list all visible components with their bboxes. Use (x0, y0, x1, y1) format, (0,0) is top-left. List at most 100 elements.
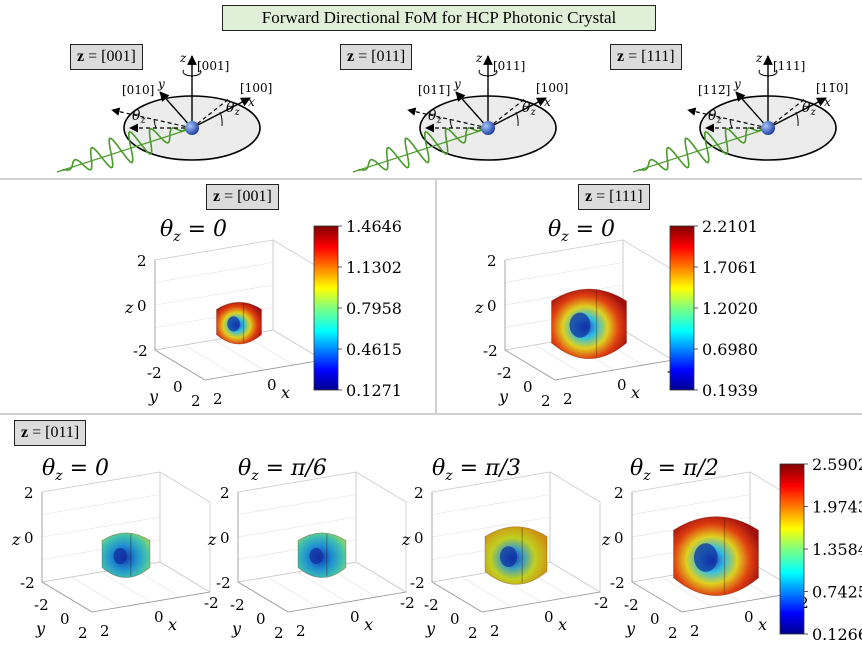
theta-arc-right (515, 111, 519, 127)
y-direction-label: [112̅] (698, 83, 730, 97)
z-axis-letter: z (124, 298, 134, 317)
y-axis-line (504, 349, 556, 381)
plot-3d-1 (153, 239, 325, 381)
plot-3d-5 (430, 471, 602, 613)
z-tick: -2 (20, 574, 35, 592)
wave-axis (56, 128, 191, 173)
grid-line (237, 516, 357, 538)
dashed-direction-right (487, 97, 527, 129)
z-tick: 2 (487, 252, 497, 270)
lobe-core (693, 543, 718, 572)
z-tick: 2 (414, 484, 424, 502)
colorbar-111-tick-label: 2.2101 (702, 217, 758, 236)
dashed-direction-right (767, 97, 807, 129)
y-tick: 2 (668, 624, 678, 642)
colorbar-011 (779, 463, 805, 635)
zbox-diagram-1: z = [001] (70, 44, 143, 70)
y-tick: -2 (624, 596, 639, 614)
wave-axis (632, 128, 767, 173)
z-direction-label: [111] (773, 59, 805, 73)
grid-line (534, 344, 585, 376)
y-axis-line (431, 581, 483, 613)
x-axis-line (204, 359, 324, 381)
z-tick: 0 (487, 297, 497, 315)
z-tick: 2 (614, 484, 624, 502)
y-axis-letter: y (35, 619, 46, 638)
zbox-diagram-2: z = [011] (340, 44, 413, 70)
z-axis-letter: z (474, 298, 484, 317)
x-axis-arrow (487, 97, 547, 129)
y-tick: 2 (541, 392, 551, 410)
grid-line (213, 339, 265, 371)
x-tick: 0 (544, 608, 554, 626)
incident-wave (357, 127, 483, 171)
grid-line (237, 494, 357, 515)
theta-arc-right (795, 111, 799, 127)
divider-bottom (0, 413, 862, 415)
x-tick: 2 (490, 622, 500, 640)
theta-label: θz (802, 100, 816, 118)
y-tick: 2 (78, 624, 88, 642)
y-axis-line (154, 349, 206, 381)
x-direction-label: [100] (240, 81, 272, 95)
rotation-arrow-icon (478, 69, 498, 77)
y-axis-letter: y (733, 77, 741, 91)
crystal-sphere-icon (481, 121, 495, 135)
y-tick: 2 (468, 624, 478, 642)
x-axis-arrow (767, 97, 827, 129)
panel-title-1: θz = 0 (160, 217, 227, 245)
x-tick: 0 (744, 608, 754, 626)
z-tick: 0 (614, 529, 624, 547)
z-tick: -2 (410, 574, 425, 592)
panel-title-6: θz = π/2 (630, 456, 719, 484)
x-axis-line (554, 359, 674, 381)
colorbar-111 (669, 225, 695, 391)
colorbar-111-tick-label: 0.1939 (702, 381, 758, 400)
lobe-core (569, 312, 591, 338)
y-tick: -2 (497, 364, 512, 382)
x-axis-arrow (191, 97, 251, 129)
colorbar-011-tick-label: 2.5902 (812, 455, 862, 474)
y-axis-arrow (159, 91, 193, 129)
x-direction-label: [11̅0] (816, 81, 848, 95)
zbox-panel-111: z = [111] (578, 184, 650, 210)
y-tick: 0 (523, 378, 533, 396)
theta-arc-left (449, 118, 453, 129)
y-direction-label: [010] (122, 83, 154, 97)
x-axis-line (481, 591, 601, 613)
grid-line (71, 576, 122, 608)
y-tick: -2 (147, 364, 162, 382)
x-tick: -2 (204, 594, 219, 612)
y-tick: 0 (173, 378, 183, 396)
y-axis-letter: y (157, 77, 165, 91)
grid-line (504, 262, 624, 283)
z-axis-letter: z (11, 530, 21, 549)
x-tick: 2 (100, 622, 110, 640)
plot-3d-6 (630, 471, 802, 613)
panel-title-2: θz = 0 (548, 217, 615, 245)
x-tick: -2 (400, 594, 415, 612)
lobe-core (227, 316, 240, 332)
z-tick: 2 (137, 252, 147, 270)
x-tick: 0 (267, 376, 277, 394)
x-direction-label: [100] (536, 81, 568, 95)
crystal-sphere-icon (185, 121, 199, 135)
z-axis-letter: z (601, 530, 611, 549)
lobe-core (113, 547, 127, 565)
colorbar-001-tick-label: 1.4646 (346, 217, 402, 236)
x-tick: 2 (563, 390, 573, 408)
theta-label: θz (226, 100, 240, 118)
x-tick: 0 (350, 608, 360, 626)
x-axis-line (287, 591, 407, 613)
y-axis-line (631, 581, 683, 613)
z-axis-letter: z (401, 530, 411, 549)
plot-3d-4 (236, 471, 408, 613)
z-direction-label: [011] (493, 59, 525, 73)
z-axis-letter: z (179, 51, 187, 65)
x-tick: 2 (690, 622, 700, 640)
x-tick: 0 (154, 608, 164, 626)
grid-line (154, 284, 274, 306)
z-axis-letter: z (207, 530, 217, 549)
x-axis-letter: x (248, 95, 255, 109)
